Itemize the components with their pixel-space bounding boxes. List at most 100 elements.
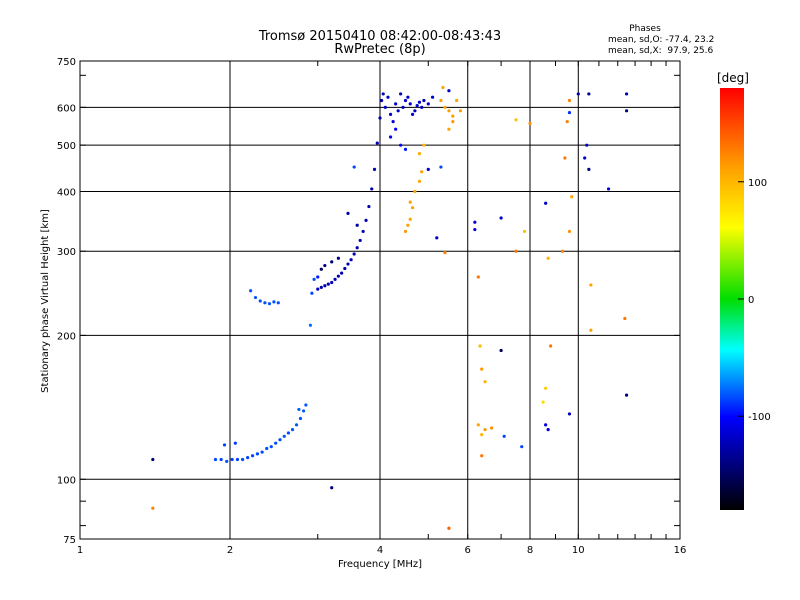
colorbar-tick-label: -100 [748,412,771,423]
data-point [480,433,484,437]
data-point [455,98,459,103]
data-point [447,127,451,131]
data-point [502,434,506,438]
data-point [380,98,384,103]
colorbar-ticks: 100 0 -100 [738,178,771,423]
data-point [546,428,550,432]
data-point [422,98,426,103]
data-point [563,156,567,160]
data-point [333,277,337,281]
data-point [401,105,405,109]
data-point [269,445,273,449]
data-point [499,216,503,220]
data-point [372,167,377,171]
data-point [403,147,408,151]
data-point [336,274,340,278]
data-points [151,85,629,530]
data-point [476,423,480,427]
x-tick-labels: 1 2 4 6 8 10 16 [77,545,687,556]
data-point [253,295,258,300]
data-point [336,256,340,260]
data-point [447,526,451,530]
x-tick-label: 4 [377,545,383,556]
data-point [151,457,155,462]
data-point [560,249,565,253]
data-point [403,98,408,103]
data-point [246,456,250,460]
x-tick-label: 16 [674,545,687,556]
data-point [443,105,447,109]
data-point [439,165,443,169]
data-point [260,450,264,454]
y-tick-label: 500 [57,141,76,152]
data-point [544,423,548,427]
data-point [361,229,365,234]
data-point [282,434,286,438]
data-point [290,428,295,432]
chart-subtitle: RwPretec (8p) [334,42,425,57]
data-point [458,109,463,113]
data-point [520,445,524,449]
data-point [219,457,223,462]
x-tick-label: 10 [572,545,585,556]
data-point [352,165,356,169]
y-tick-label: 400 [57,187,76,198]
data-point [422,143,426,147]
data-point [278,438,282,442]
data-point [624,92,629,96]
data-point [258,299,262,303]
data-point [413,189,417,194]
data-point [417,152,422,156]
colorbar-tick-label: 0 [748,295,754,306]
data-point [312,277,316,281]
data-point [403,229,408,234]
data-point [235,457,240,462]
data-point [364,218,368,223]
data-point [567,110,572,115]
data-point [323,284,327,288]
data-point [294,423,299,427]
data-point [522,229,527,234]
data-point [408,102,412,106]
data-point [426,167,430,171]
data-point [606,187,611,191]
data-point [399,143,403,147]
data-point [417,100,422,104]
data-point [587,92,591,96]
data-point [263,301,267,305]
data-point [267,302,272,306]
x-tick-label: 8 [527,545,533,556]
data-point [151,506,155,510]
data-point [326,282,330,286]
data-point [544,386,548,390]
data-point [301,409,306,413]
data-point [589,328,593,332]
data-point [213,457,218,462]
data-point [483,428,487,432]
x-tick-label: 6 [465,545,471,556]
data-point [413,109,417,113]
data-point [286,431,291,435]
phases-o: mean, sd,O: -77.4, 23.2 [608,35,714,45]
data-point [417,179,422,183]
data-point [375,141,379,145]
data-point [478,344,482,348]
data-point [391,120,395,124]
data-point [378,116,382,120]
data-point [222,443,227,447]
data-point [410,112,415,116]
data-point [346,211,350,215]
data-point [624,393,629,397]
data-point [394,102,398,106]
data-point [473,220,477,224]
data-point [624,109,629,113]
y-tick-label: 75 [63,535,76,546]
data-point [623,316,627,321]
colorbar-tick-label: 100 [748,178,767,189]
x-tick-label: 1 [77,545,83,556]
data-point [319,267,323,271]
data-point [451,120,455,124]
y-tick-label: 300 [57,247,76,258]
y-tick-labels: 75 100 200 300 400 500 600 750 [57,57,76,546]
data-point [388,135,393,139]
